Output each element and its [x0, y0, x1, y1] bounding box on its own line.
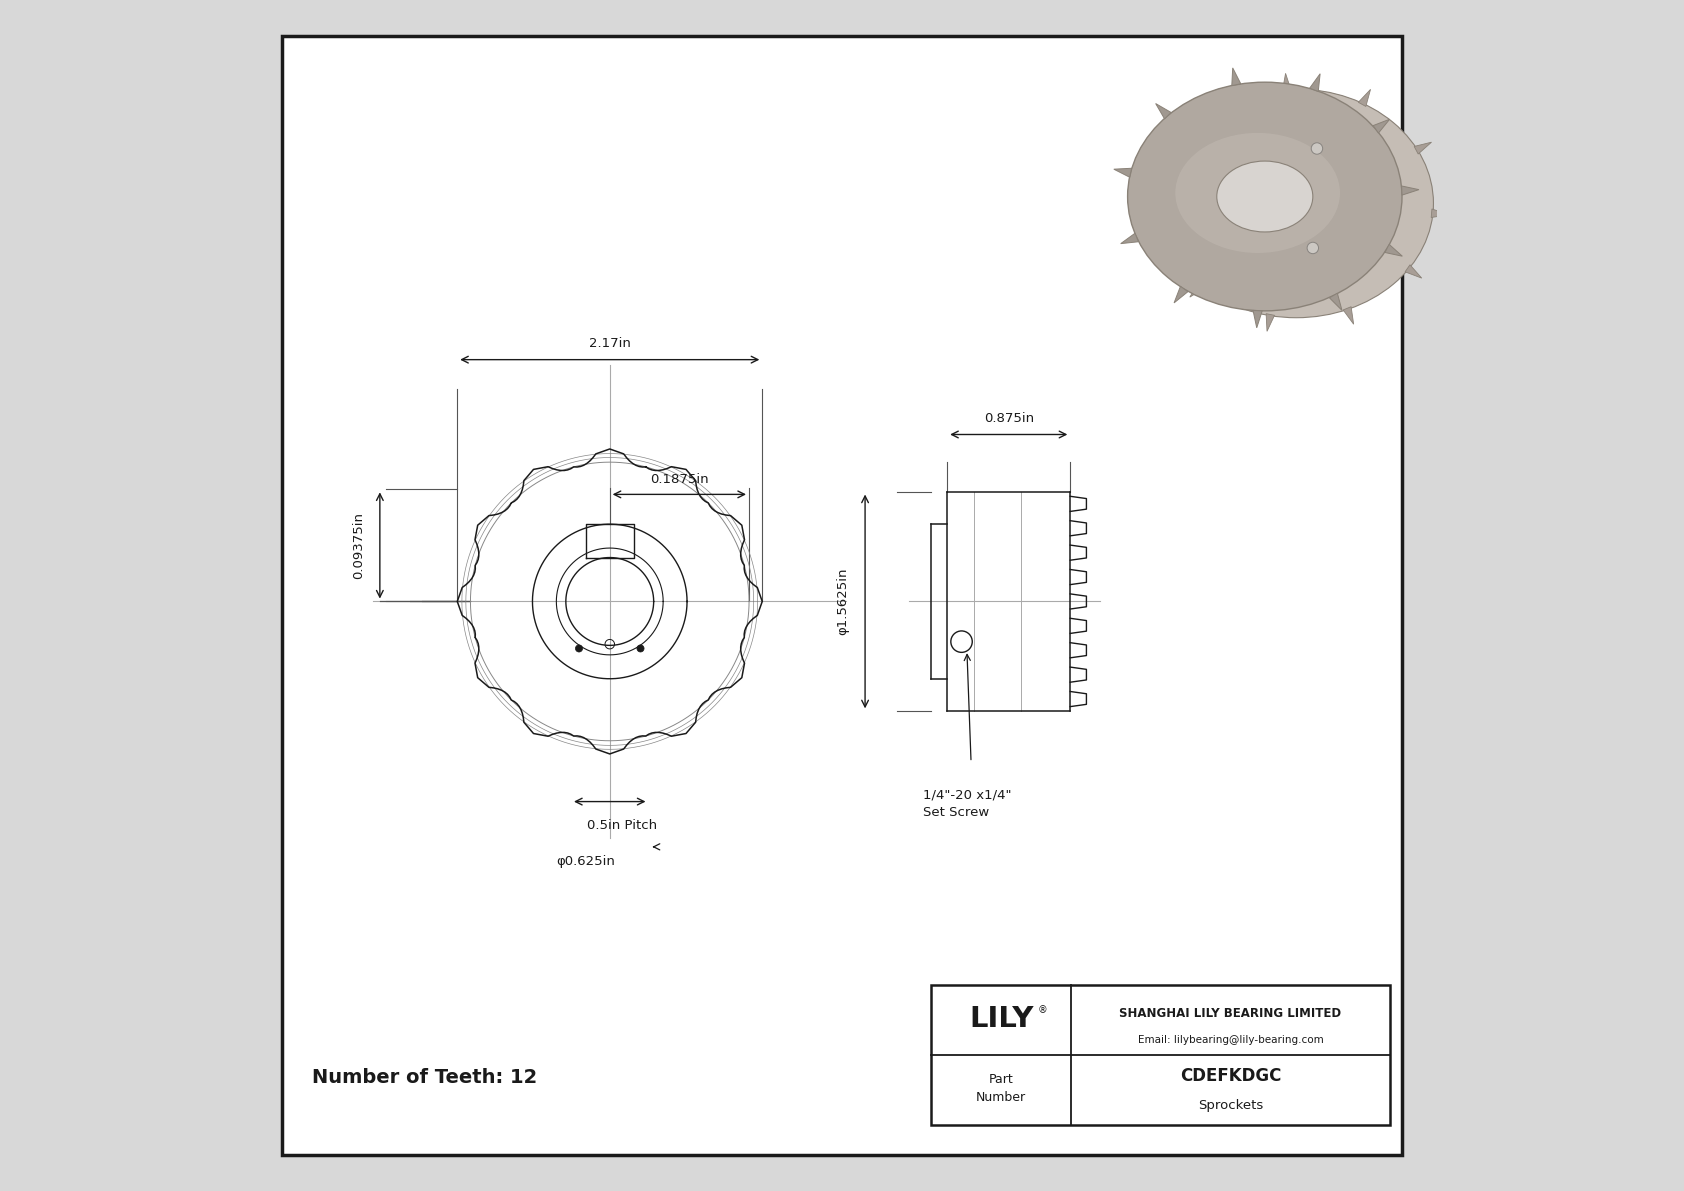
Polygon shape — [1344, 307, 1354, 324]
Polygon shape — [1415, 142, 1431, 154]
Polygon shape — [1191, 282, 1206, 297]
Polygon shape — [1431, 208, 1448, 218]
Text: 2.17in: 2.17in — [589, 337, 632, 350]
Polygon shape — [1253, 311, 1263, 328]
Polygon shape — [1128, 82, 1433, 261]
Text: Number of Teeth: 12: Number of Teeth: 12 — [312, 1068, 537, 1087]
Text: 0.09375in: 0.09375in — [352, 512, 365, 579]
Polygon shape — [1147, 225, 1165, 233]
Text: LILY: LILY — [968, 1005, 1034, 1033]
Text: ®: ® — [1037, 1005, 1047, 1015]
Circle shape — [576, 644, 583, 651]
Text: φ1.5625in: φ1.5625in — [835, 568, 849, 635]
Polygon shape — [1401, 186, 1420, 195]
Ellipse shape — [1175, 133, 1340, 252]
Polygon shape — [1122, 233, 1138, 244]
Text: CDEFKDGC: CDEFKDGC — [1180, 1067, 1282, 1085]
Polygon shape — [1384, 244, 1403, 256]
Ellipse shape — [1218, 161, 1314, 232]
Polygon shape — [1372, 119, 1389, 133]
Ellipse shape — [1159, 89, 1433, 318]
Text: Sprockets: Sprockets — [1197, 1099, 1263, 1112]
Polygon shape — [1174, 286, 1187, 303]
Circle shape — [1307, 242, 1319, 254]
Text: 0.5in Pitch: 0.5in Pitch — [586, 819, 657, 833]
Ellipse shape — [1128, 82, 1403, 311]
Polygon shape — [1404, 264, 1421, 279]
Polygon shape — [1266, 313, 1275, 331]
Text: 0.875in: 0.875in — [983, 412, 1034, 425]
Polygon shape — [1359, 89, 1371, 106]
Circle shape — [1312, 143, 1322, 154]
Polygon shape — [1113, 168, 1132, 177]
Polygon shape — [1152, 158, 1170, 169]
Polygon shape — [1283, 74, 1292, 91]
Polygon shape — [1204, 99, 1218, 116]
Polygon shape — [1329, 293, 1342, 311]
Polygon shape — [1155, 104, 1170, 119]
Text: SHANGHAI LILY BEARING LIMITED: SHANGHAI LILY BEARING LIMITED — [1120, 1006, 1342, 1019]
Text: Part
Number: Part Number — [977, 1073, 1026, 1104]
Text: φ0.625in: φ0.625in — [556, 855, 615, 868]
Polygon shape — [1310, 74, 1320, 92]
Text: 0.1875in: 0.1875in — [650, 473, 709, 486]
Circle shape — [637, 644, 643, 651]
Bar — [931, 985, 1389, 1125]
Text: Email: lilybearing@lily-bearing.com: Email: lilybearing@lily-bearing.com — [1138, 1035, 1324, 1045]
Polygon shape — [1231, 68, 1241, 86]
Text: 1/4"-20 x1/4"
Set Screw: 1/4"-20 x1/4" Set Screw — [923, 788, 1012, 818]
